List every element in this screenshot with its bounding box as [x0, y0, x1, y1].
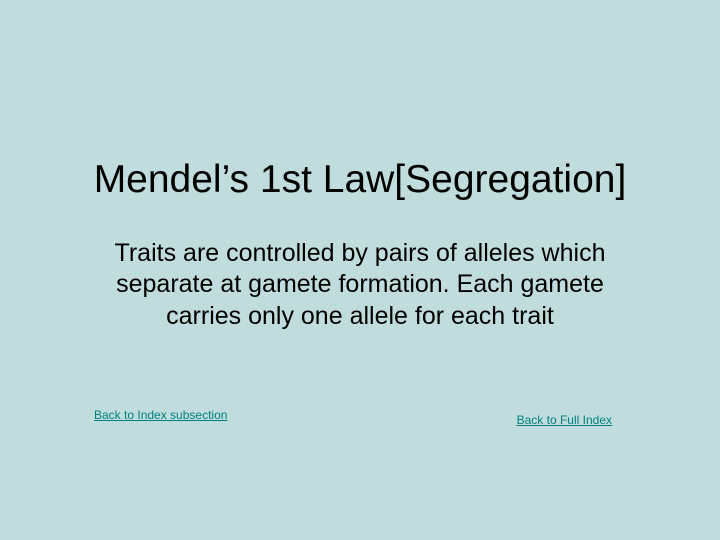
back-to-full-index-link[interactable]: Back to Full Index	[517, 413, 612, 427]
slide-body: Traits are controlled by pairs of allele…	[90, 238, 630, 332]
back-to-index-subsection-link[interactable]: Back to Index subsection	[94, 408, 227, 422]
slide: Mendel’s 1st Law[Segregation] Traits are…	[0, 0, 720, 540]
slide-title: Mendel’s 1st Law[Segregation]	[0, 158, 720, 202]
